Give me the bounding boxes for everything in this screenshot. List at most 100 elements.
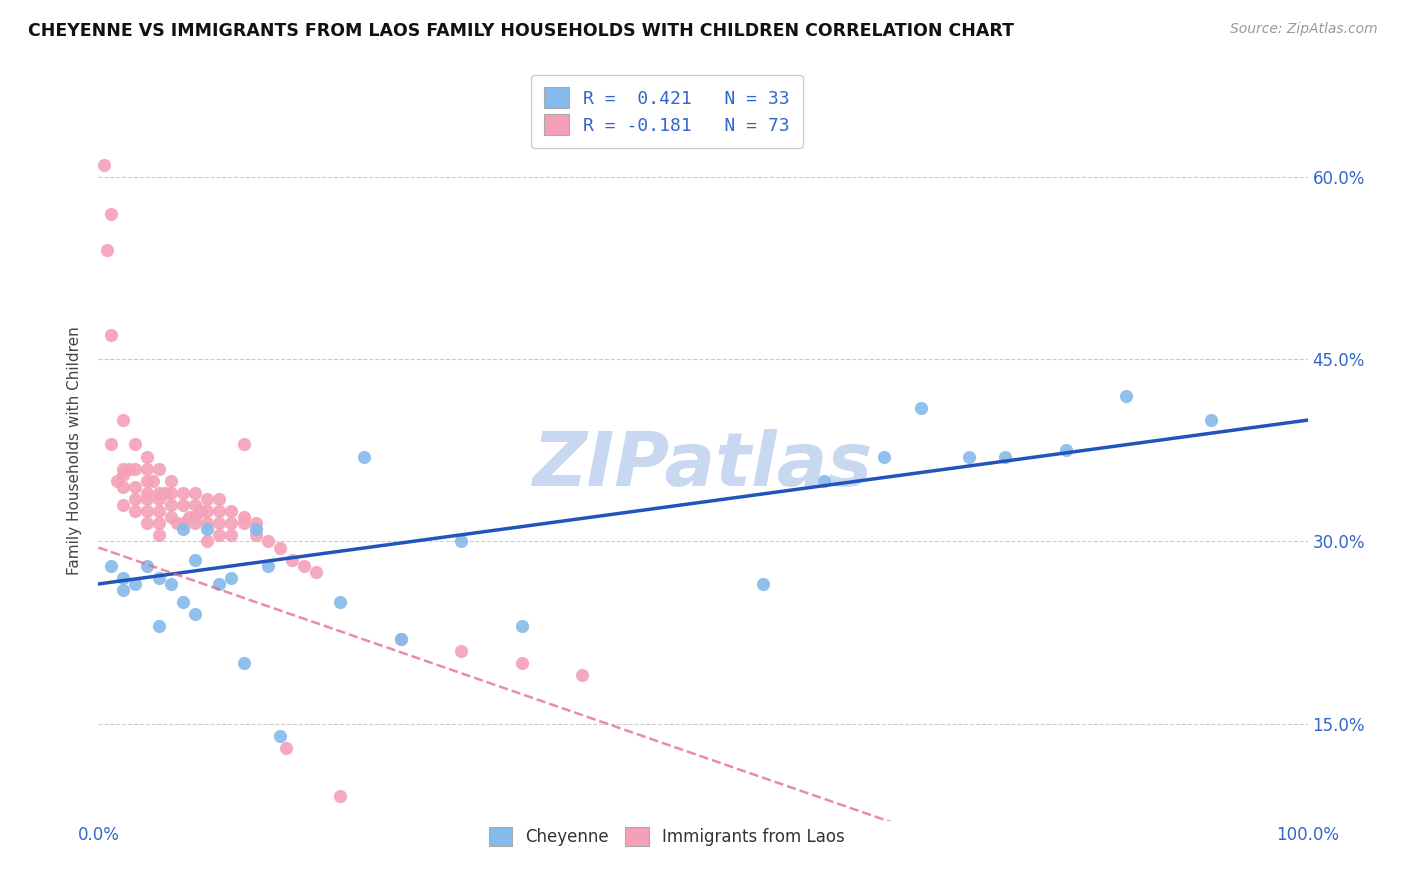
Point (93, 158, 115, 172)
Point (148, 571, 170, 585)
Point (232, 516, 254, 531)
Point (1115, 389, 1137, 403)
Point (135, 491, 157, 506)
Point (389, 632, 412, 646)
Point (184, 486, 207, 500)
Point (111, 498, 134, 512)
Point (389, 632, 412, 646)
Point (160, 486, 183, 500)
Point (292, 558, 315, 573)
Point (910, 401, 932, 415)
Point (208, 577, 231, 591)
Point (245, 516, 267, 531)
Y-axis label: Family Households with Children: Family Households with Children (67, 326, 83, 574)
Point (1054, 443, 1077, 458)
Point (281, 552, 304, 566)
Point (111, 461, 134, 475)
Point (232, 510, 254, 524)
Point (195, 516, 218, 531)
Point (135, 504, 157, 518)
Point (221, 504, 243, 518)
Point (172, 486, 194, 500)
Point (124, 577, 146, 591)
Point (184, 510, 207, 524)
Point (160, 577, 183, 591)
Point (208, 528, 231, 542)
Point (160, 510, 183, 524)
Point (179, 510, 201, 524)
Point (160, 498, 183, 512)
Point (172, 522, 194, 536)
Point (184, 607, 207, 622)
Point (135, 474, 157, 488)
Point (329, 789, 352, 804)
Point (135, 461, 157, 475)
Point (353, 450, 375, 464)
Point (510, 619, 533, 633)
Point (957, 450, 980, 464)
Point (269, 541, 291, 555)
Point (245, 522, 267, 536)
Point (118, 461, 141, 475)
Point (256, 558, 278, 573)
Point (184, 552, 207, 566)
Point (184, 498, 207, 512)
Point (172, 595, 194, 609)
Point (148, 516, 170, 531)
Point (208, 516, 231, 531)
Point (195, 491, 218, 506)
Point (269, 729, 291, 743)
Point (124, 437, 146, 451)
Point (111, 467, 134, 482)
Point (100, 328, 122, 343)
Point (873, 450, 896, 464)
Point (135, 516, 157, 531)
Point (160, 474, 183, 488)
Point (1199, 413, 1222, 427)
Point (813, 474, 835, 488)
Point (208, 504, 231, 518)
Point (510, 656, 533, 670)
Point (142, 474, 165, 488)
Point (195, 504, 218, 518)
Point (450, 644, 472, 658)
Point (111, 571, 134, 585)
Point (221, 516, 243, 531)
Point (752, 577, 775, 591)
Point (994, 450, 1017, 464)
Point (232, 437, 254, 451)
Point (153, 486, 176, 500)
Point (190, 504, 212, 518)
Point (124, 491, 146, 506)
Point (135, 450, 157, 464)
Point (148, 619, 170, 633)
Point (100, 207, 122, 221)
Point (100, 558, 122, 573)
Point (148, 528, 170, 542)
Point (172, 516, 194, 531)
Point (571, 668, 593, 682)
Point (184, 516, 207, 531)
Point (148, 491, 170, 506)
Point (124, 480, 146, 494)
Point (208, 491, 231, 506)
Point (111, 480, 134, 494)
Point (274, 740, 297, 755)
Point (135, 558, 157, 573)
Point (166, 516, 188, 531)
Point (100, 437, 122, 451)
Point (305, 565, 328, 579)
Point (124, 504, 146, 518)
Text: ZIPatlas: ZIPatlas (533, 429, 873, 502)
Point (148, 504, 170, 518)
Point (450, 534, 472, 549)
Point (96, 243, 118, 257)
Point (195, 522, 218, 536)
Point (148, 461, 170, 475)
Point (172, 498, 194, 512)
Point (148, 486, 170, 500)
Point (135, 486, 157, 500)
Legend: Cheyenne, Immigrants from Laos: Cheyenne, Immigrants from Laos (482, 821, 852, 853)
Text: Source: ZipAtlas.com: Source: ZipAtlas.com (1230, 22, 1378, 37)
Point (232, 656, 254, 670)
